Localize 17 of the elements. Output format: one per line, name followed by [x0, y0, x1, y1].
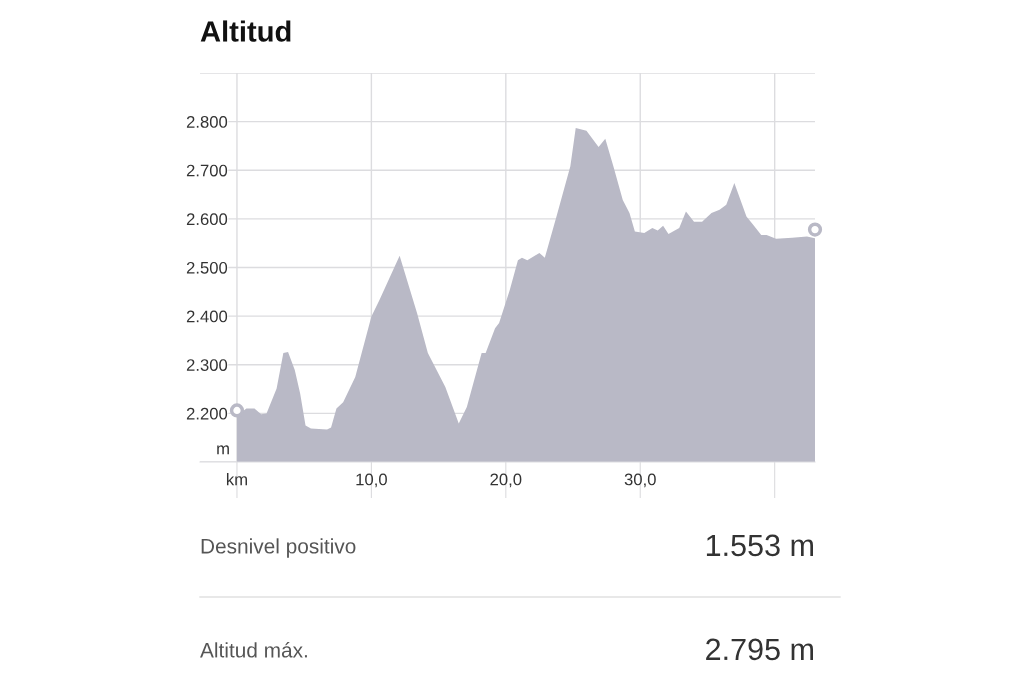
- y-tick-label: 2.600: [186, 213, 228, 226]
- chart-title: Altitud: [200, 20, 291, 42]
- text: 2.795 m: [706, 638, 813, 661]
- y-tick-label: 2.300: [186, 359, 228, 371]
- y-tick-label: 2.700: [186, 164, 228, 177]
- x-tick-label: 30,0: [624, 473, 656, 488]
- x-tick-label: km: [226, 473, 247, 486]
- x-tick-label: 10,0: [356, 473, 387, 488]
- y-tick-label: 2.800: [186, 116, 228, 128]
- y-axis-title: m: [217, 445, 229, 455]
- y-tick-label: 2.400: [186, 310, 228, 323]
- text: Altitud máx.: [200, 642, 307, 658]
- x-tick-label: 20,0: [490, 473, 522, 488]
- text: 1.553 m: [706, 534, 813, 557]
- y-tick-label: 2.500: [186, 261, 228, 274]
- y-tick-label: 2.200: [186, 407, 228, 420]
- text: Desnivel positivo: [201, 538, 356, 558]
